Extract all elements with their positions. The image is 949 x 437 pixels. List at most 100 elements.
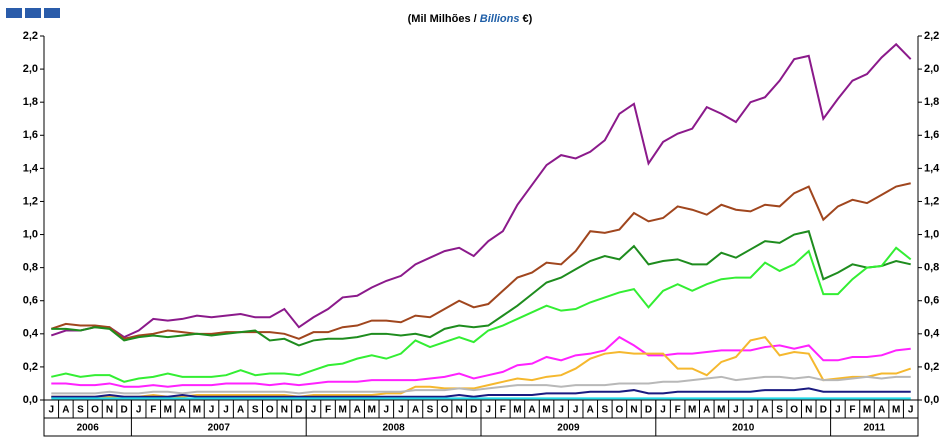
x-tick-label: A xyxy=(412,405,419,416)
x-tick-label: J xyxy=(660,405,666,416)
x-tick-label: S xyxy=(77,405,84,416)
x-tick-label: J xyxy=(733,405,739,416)
y2-tick-label: 1,4 xyxy=(924,162,940,174)
y-tick-label: 1,6 xyxy=(23,129,38,141)
x-tick-label: D xyxy=(820,405,827,416)
y-tick-label: 1,2 xyxy=(23,195,38,207)
x-tick-label: J xyxy=(908,405,914,416)
year-label: 2011 xyxy=(863,423,885,434)
x-tick-label: J xyxy=(223,405,229,416)
x-tick-label: J xyxy=(835,405,841,416)
x-tick-label: N xyxy=(805,405,812,416)
y2-tick-label: 1,0 xyxy=(924,228,939,240)
logo-square xyxy=(6,8,22,18)
x-tick-label: O xyxy=(441,405,449,416)
x-tick-label: N xyxy=(630,405,637,416)
series-line xyxy=(51,375,911,395)
y-tick-label: 0,8 xyxy=(23,262,38,274)
x-tick-label: M xyxy=(164,405,172,416)
subtitle-part: €) xyxy=(520,13,533,25)
x-tick-label: F xyxy=(325,405,331,416)
x-tick-label: J xyxy=(558,405,564,416)
y-tick-label: 2,2 xyxy=(23,30,38,42)
x-tick-label: M xyxy=(338,405,346,416)
series-line xyxy=(51,387,911,398)
x-tick-label: J xyxy=(748,405,754,416)
series-line xyxy=(50,42,912,339)
year-label: 2006 xyxy=(77,423,100,434)
subtitle-part: (Mil Milhões / xyxy=(408,13,480,25)
x-tick-label: M xyxy=(193,405,201,416)
y2-tick-label: 1,2 xyxy=(924,195,939,207)
x-tick-label: M xyxy=(368,405,376,416)
x-tick-label: J xyxy=(573,405,579,416)
y2-tick-label: 1,6 xyxy=(924,129,939,141)
x-tick-label: M xyxy=(688,405,696,416)
y2-tick-label: 0,4 xyxy=(924,328,940,340)
y-tick-label: 0,6 xyxy=(23,295,38,307)
x-tick-label: A xyxy=(179,405,186,416)
x-tick-label: M xyxy=(892,405,900,416)
series-line xyxy=(51,230,911,347)
y2-tick-label: 0,0 xyxy=(924,394,939,406)
year-label: 2007 xyxy=(208,423,231,434)
y2-tick-label: 2,2 xyxy=(924,30,939,42)
y2-tick-label: 0,8 xyxy=(924,262,939,274)
x-tick-label: S xyxy=(601,405,608,416)
year-label: 2008 xyxy=(382,423,405,434)
x-tick-label: J xyxy=(384,405,390,416)
x-tick-label: O xyxy=(266,405,274,416)
x-tick-label: D xyxy=(295,405,302,416)
y-tick-label: 1,0 xyxy=(23,228,38,240)
x-tick-label: D xyxy=(645,405,652,416)
x-tick-label: J xyxy=(311,405,317,416)
x-tick-label: A xyxy=(587,405,594,416)
x-tick-label: O xyxy=(790,405,798,416)
x-tick-label: N xyxy=(456,405,463,416)
year-label: 2010 xyxy=(732,423,755,434)
series-line xyxy=(51,336,912,398)
chart-subtitle: (Mil Milhões / Billions €) xyxy=(408,13,533,25)
x-tick-label: N xyxy=(281,405,288,416)
x-tick-label: M xyxy=(542,405,550,416)
y-tick-label: 2,0 xyxy=(23,63,38,75)
y-tick-label: 0,2 xyxy=(23,361,38,373)
x-tick-label: M xyxy=(717,405,725,416)
x-tick-label: A xyxy=(878,405,885,416)
x-tick-label: D xyxy=(470,405,477,416)
x-tick-label: A xyxy=(237,405,244,416)
y-tick-label: 0,4 xyxy=(23,328,39,340)
x-tick-label: J xyxy=(136,405,142,416)
x-tick-label: A xyxy=(703,405,710,416)
x-tick-label: O xyxy=(615,405,623,416)
x-tick-label: S xyxy=(427,405,434,416)
x-tick-label: J xyxy=(486,405,492,416)
x-tick-label: S xyxy=(776,405,783,416)
y-tick-label: 1,8 xyxy=(23,96,38,108)
y2-tick-label: 1,8 xyxy=(924,96,939,108)
y-tick-label: 0,0 xyxy=(23,394,38,406)
logo-square xyxy=(44,8,60,18)
x-tick-label: D xyxy=(120,405,127,416)
series-line xyxy=(51,335,911,388)
x-tick-label: A xyxy=(528,405,535,416)
x-tick-label: F xyxy=(849,405,855,416)
year-label: 2009 xyxy=(557,423,580,434)
x-tick-label: J xyxy=(209,405,215,416)
y2-tick-label: 0,2 xyxy=(924,361,939,373)
x-tick-label: N xyxy=(106,405,113,416)
logo-square xyxy=(25,8,41,18)
x-tick-label: A xyxy=(354,405,361,416)
x-tick-label: O xyxy=(91,405,99,416)
y2-tick-label: 2,0 xyxy=(924,63,939,75)
y-tick-label: 1,4 xyxy=(23,162,39,174)
series-line xyxy=(50,182,911,340)
x-tick-label: F xyxy=(150,405,156,416)
x-tick-label: M xyxy=(513,405,521,416)
series-line xyxy=(51,246,912,383)
x-tick-label: F xyxy=(675,405,681,416)
y2-tick-label: 0,6 xyxy=(924,295,939,307)
x-tick-label: J xyxy=(398,405,404,416)
